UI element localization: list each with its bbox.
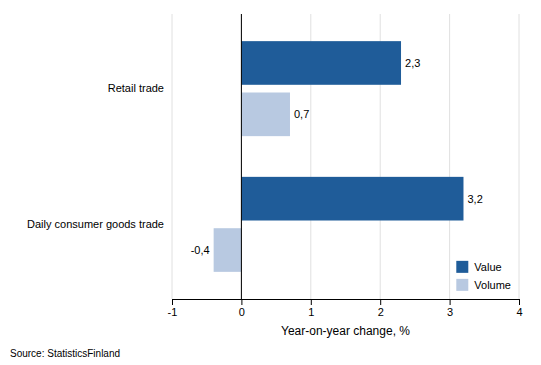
tick: 2 [378, 299, 384, 318]
tick-label: -1 [168, 306, 178, 318]
tick: 3 [447, 299, 453, 318]
tick-mark [311, 299, 312, 305]
tick-label: 4 [516, 306, 522, 318]
legend-swatch [456, 261, 468, 273]
legend-label: Value [474, 261, 501, 273]
bar [214, 228, 242, 272]
legend-item: Volume [456, 279, 511, 291]
tick-mark [380, 299, 381, 305]
tick-label: Daily consumer goods trade [27, 218, 164, 230]
bars [214, 41, 464, 272]
annotation: Source: StatisticsFinland [10, 348, 120, 359]
data-label: 3,2 [467, 193, 482, 205]
tick-label: Retail trade [108, 82, 164, 94]
tick-label: 1 [308, 306, 314, 318]
y-axis: Daily consumer goods trade Retail trade [27, 82, 172, 230]
bar [241, 177, 463, 221]
chart: 3,2 2,3 -0,4 0,7 -1 0 1 2 3 4 Daily consumer goods… [0, 0, 541, 365]
grid-line [449, 14, 450, 299]
bar [241, 41, 401, 85]
tick-mark [172, 299, 173, 305]
tick: Daily consumer goods trade [27, 218, 172, 230]
legend: Value Volume [456, 261, 511, 291]
bar [241, 92, 290, 136]
tick-mark [241, 299, 242, 305]
tick: 4 [516, 299, 522, 318]
tick-label: 0 [239, 306, 245, 318]
tick: Retail trade [108, 82, 172, 94]
grid-line [519, 14, 520, 299]
legend-item: Value [456, 261, 501, 273]
tick-label: 3 [447, 306, 453, 318]
tick: -1 [168, 299, 178, 318]
tick: 1 [308, 299, 314, 318]
legend-swatch [456, 279, 468, 291]
x-label: Year-on-year change, % [281, 324, 410, 338]
tick-label: 2 [378, 306, 384, 318]
x-axis: -1 0 1 2 3 4 [168, 299, 523, 318]
data-labels: 3,2 2,3 -0,4 0,7 [191, 57, 483, 256]
grid [172, 14, 519, 299]
data-label: 0,7 [294, 108, 309, 120]
plot: 3,2 2,3 -0,4 0,7 -1 0 1 2 3 4 Daily consumer goods… [27, 14, 523, 318]
tick-mark [519, 299, 520, 305]
legend-label: Volume [474, 279, 511, 291]
tick-mark [450, 299, 451, 305]
grid-line [241, 14, 242, 299]
data-label: 2,3 [405, 57, 420, 69]
grid-line [172, 14, 173, 299]
tick: 0 [239, 299, 245, 318]
axis-line [173, 300, 520, 306]
zero-line [241, 14, 242, 299]
data-label: -0,4 [191, 244, 210, 256]
